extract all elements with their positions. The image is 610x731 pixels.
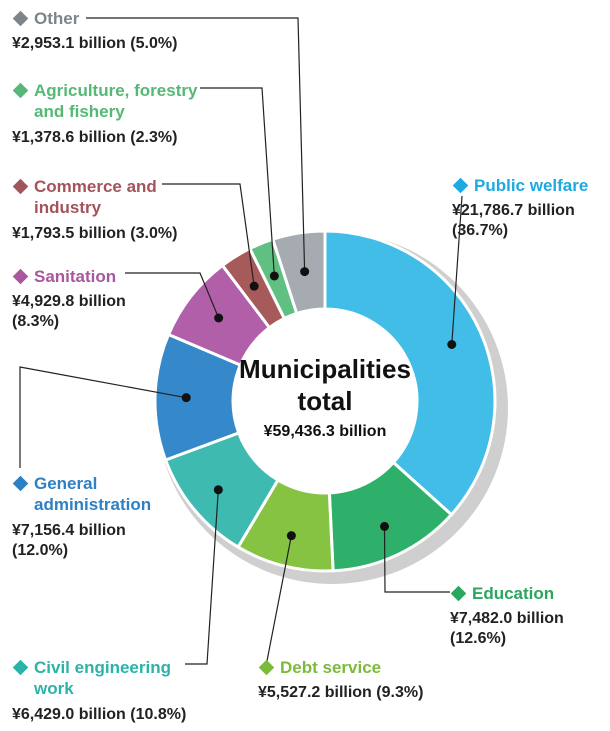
slice-name-text: Commerce and: [34, 177, 157, 196]
slice-name-line: Sanitation: [12, 266, 126, 287]
slice-name-line: Agriculture, forestry: [12, 80, 197, 101]
slice-name-line: Debt service: [258, 657, 423, 678]
slice-name-text: and fishery: [34, 102, 125, 122]
diamond-icon: [258, 659, 275, 676]
leader-dot-general-admin: [181, 393, 191, 403]
diamond-icon: [452, 177, 469, 194]
diamond-icon: [12, 268, 29, 285]
leader-line-public-welfare: [451, 195, 463, 345]
diamond-icon: [450, 585, 467, 602]
leader-line-commerce: [162, 183, 255, 287]
label-general-admin: General administration ¥7,156.4 billion (12…: [12, 473, 151, 561]
diamond-icon: [12, 10, 29, 27]
label-civil-engineering: Civil engineering work ¥6,429.0 billion (1…: [12, 657, 186, 725]
slice-value-line: (12.0%): [12, 541, 69, 559]
leader-dot-agriculture: [269, 271, 279, 281]
diamond-icon: [12, 178, 29, 195]
slice-name-text: industry: [34, 198, 102, 218]
donut-hole: [233, 309, 417, 493]
leader-line-sanitation: [125, 272, 220, 319]
slice-value-line: (36.7%): [452, 222, 509, 240]
center-title-line-1: Municipalities: [239, 354, 411, 384]
slice-name-text: General: [34, 474, 98, 493]
diamond-icon: [12, 659, 29, 676]
label-commerce: Commerce and industry ¥1,793.5 billion (3.…: [12, 176, 177, 244]
slice-value-line: ¥1,793.5 billion (3.0%): [12, 224, 178, 242]
slice-name-line: Public welfare: [452, 175, 588, 196]
diamond-icon: [12, 475, 29, 492]
leader-dot-sanitation: [214, 313, 224, 323]
leader-line-debt-service: [265, 535, 292, 667]
label-public-welfare: Public welfare ¥21,786.7 billion (36.7%): [452, 175, 588, 241]
slice-name-line: and fishery: [12, 101, 197, 122]
leader-line-agriculture: [200, 87, 275, 277]
center-title-line-2: total: [297, 386, 353, 416]
leader-dot-civil-engineering: [213, 485, 223, 495]
slice-name-text: work: [34, 679, 74, 699]
leader-dot-education: [379, 521, 389, 531]
slice-name-text: Agriculture, forestry: [34, 81, 198, 100]
leader-dot-public-welfare: [447, 340, 457, 350]
slice-value-line: ¥7,482.0 billion: [450, 610, 564, 628]
slice-name-text: Education: [472, 584, 555, 603]
slice-name-text: Sanitation: [34, 267, 117, 286]
slice-name-line: industry: [12, 197, 177, 218]
slice-value-line: ¥6,429.0 billion (10.8%): [12, 705, 187, 723]
label-sanitation: Sanitation ¥4,929.8 billion (8.3%): [12, 266, 126, 332]
leader-line-general-admin: [19, 366, 187, 468]
slice-name-text: administration: [34, 495, 152, 515]
slice-value-line: ¥21,786.7 billion: [452, 202, 575, 220]
label-other: Other ¥2,953.1 billion (5.0%): [12, 8, 177, 54]
slice-value-line: ¥1,378.6 billion (2.3%): [12, 128, 178, 146]
leader-line-other: [86, 17, 306, 272]
slice-name-text: Other: [34, 9, 80, 28]
leader-line-education: [383, 526, 450, 593]
slice-value-line: ¥2,953.1 billion (5.0%): [12, 35, 178, 53]
slice-name-line: administration: [12, 494, 151, 515]
slice-name-line: Other: [12, 8, 177, 29]
center-total-value: ¥59,436.3 billion: [263, 423, 387, 440]
slice-value-line: (12.6%): [450, 630, 507, 648]
leader-dot-commerce: [249, 281, 259, 291]
leader-line-civil-engineering: [185, 489, 219, 665]
slice-name-line: General: [12, 473, 151, 494]
slice-name-line: Commerce and: [12, 176, 177, 197]
slice-value-line: (8.3%): [12, 313, 60, 331]
center-label: Municipalities total ¥59,436.3 billion: [225, 353, 425, 441]
diamond-icon: [12, 82, 29, 99]
slice-value-line: ¥7,156.4 billion: [12, 521, 126, 539]
label-agriculture: Agriculture, forestry and fishery ¥1,378.6…: [12, 80, 197, 148]
label-debt-service: Debt service ¥5,527.2 billion (9.3%): [258, 657, 423, 703]
slice-value-line: ¥4,929.8 billion: [12, 293, 126, 311]
slice-name-line: Civil engineering: [12, 657, 186, 678]
slice-name-text: Debt service: [280, 658, 382, 677]
leader-dot-debt-service: [286, 531, 296, 541]
slice-name-line: Education: [450, 583, 564, 604]
leader-dot-other: [300, 267, 310, 277]
slice-value-line: ¥5,527.2 billion (9.3%): [258, 684, 424, 702]
label-education: Education ¥7,482.0 billion (12.6%): [450, 583, 564, 649]
slice-name-line: work: [12, 678, 186, 699]
slice-name-text: Civil engineering: [34, 658, 171, 677]
slice-name-text: Public welfare: [474, 176, 589, 195]
